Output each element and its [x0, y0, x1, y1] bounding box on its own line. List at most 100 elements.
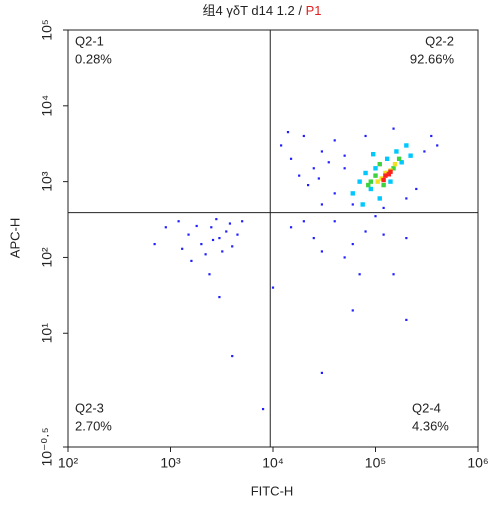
y-tick-label: 10¹ [39, 323, 55, 344]
data-point [271, 286, 275, 289]
data-point [312, 236, 315, 240]
data-point [261, 407, 265, 411]
data-point [302, 134, 305, 138]
x-tick-label: 10³ [160, 455, 181, 471]
x-axis-label: FITC-H [251, 483, 294, 498]
x-tick-label: 10⁶ [467, 455, 488, 471]
data-point [423, 150, 426, 153]
data-point [391, 166, 396, 171]
data-point [351, 203, 354, 206]
y-tick-label: 10⁴ [39, 95, 55, 117]
data-point [436, 144, 439, 147]
data-point [364, 134, 367, 138]
data-point [373, 173, 378, 178]
data-point [200, 242, 203, 246]
x-tick-label: 10⁴ [262, 455, 284, 471]
data-point [384, 156, 390, 162]
data-point [404, 143, 409, 148]
data-point [228, 222, 232, 225]
quadrant-percent: 0.28% [75, 51, 112, 66]
data-point [377, 161, 382, 167]
data-point [312, 167, 315, 170]
x-tick-label: 10² [58, 455, 79, 471]
data-point [377, 196, 382, 201]
data-point [382, 233, 385, 236]
y-tick-label: 10⁻⁰·⁵ [39, 427, 55, 466]
data-point [153, 242, 156, 246]
quadrant-name: Q2-2 [425, 33, 454, 48]
data-point [236, 233, 239, 236]
data-point [225, 230, 228, 233]
data-point [415, 187, 418, 191]
data-point [382, 206, 385, 210]
data-point [388, 169, 393, 174]
data-point [286, 131, 290, 134]
data-point [320, 150, 324, 153]
data-point [366, 182, 371, 188]
y-tick-label: 10³ [39, 171, 55, 192]
data-point [396, 156, 402, 162]
quadrant-percent: 92.66% [410, 51, 455, 66]
title-text: 组4 γδT d14 1.2 / [202, 3, 302, 18]
data-point [392, 127, 395, 130]
data-point [211, 238, 215, 242]
data-point [357, 179, 362, 184]
data-point [350, 191, 355, 196]
data-point [221, 250, 224, 253]
quadrant-name: Q2-1 [75, 33, 104, 48]
plot-frame [67, 29, 479, 448]
data-point [208, 273, 211, 276]
data-point [381, 182, 386, 188]
data-point [333, 220, 336, 223]
data-point [187, 233, 190, 236]
data-point [351, 309, 354, 312]
data-point [405, 236, 408, 240]
data-point [181, 247, 184, 250]
data-point [218, 295, 221, 299]
data-point [383, 173, 388, 178]
data-point [363, 170, 368, 176]
data-point [231, 354, 234, 358]
data-point [190, 259, 193, 263]
data-point [343, 154, 346, 157]
data-point [368, 179, 374, 184]
data-point [373, 166, 378, 171]
data-point [368, 186, 374, 192]
data-point [177, 220, 180, 223]
data-point [351, 242, 354, 246]
data-point [317, 177, 320, 180]
data-point [218, 236, 221, 240]
quadrant-percent: 2.70% [75, 418, 112, 433]
data-point [231, 245, 234, 248]
data-point [204, 253, 207, 256]
data-point [408, 153, 413, 158]
y-tick-label: 10² [39, 247, 55, 268]
data-point [364, 230, 367, 233]
data-point [327, 161, 330, 164]
data-point [333, 139, 336, 142]
data-point [343, 256, 346, 259]
quadrant-percent: 4.36% [412, 418, 449, 433]
data-point [164, 226, 167, 229]
data-point [405, 197, 408, 200]
chart-title: 组4 γδT d14 1.2 / P1 [202, 3, 321, 18]
data-point [320, 371, 324, 374]
gate-name: P1 [306, 3, 322, 18]
data-point [386, 172, 392, 177]
data-point [388, 179, 393, 184]
data-point [399, 160, 404, 165]
data-point [306, 183, 310, 187]
data-point [358, 273, 361, 276]
data-point [289, 226, 293, 229]
data-point [195, 224, 198, 228]
data-point [381, 177, 386, 183]
data-point [374, 215, 377, 218]
data-point [298, 174, 301, 177]
data-point [375, 179, 380, 184]
data-point [289, 157, 293, 160]
data-point [280, 144, 283, 147]
quadrant-name: Q2-4 [412, 400, 441, 415]
x-tick-label: 10⁵ [365, 455, 386, 471]
data-point [320, 203, 324, 206]
